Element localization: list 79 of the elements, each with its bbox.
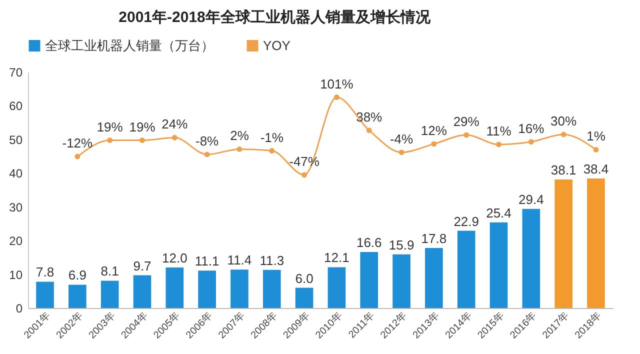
data-label: 12%: [420, 122, 448, 138]
point: [398, 150, 404, 156]
data-label: 19%: [129, 119, 156, 134]
bar: [490, 222, 508, 308]
data-label: 24%: [162, 116, 188, 132]
bar: [166, 268, 184, 308]
point: [464, 132, 470, 138]
y-tick-label: 30: [9, 200, 23, 214]
point: [140, 138, 145, 144]
data-label: 29%: [453, 114, 480, 130]
y-tick-label: 70: [9, 66, 23, 80]
data-label: 8.1: [100, 264, 119, 279]
y-tick-label: 40: [9, 166, 23, 181]
bar: [328, 267, 346, 308]
data-label: -8%: [196, 133, 220, 148]
bar: [295, 288, 314, 308]
data-label: 16%: [518, 120, 545, 136]
data-label: 11%: [486, 123, 512, 138]
bar: [392, 254, 410, 308]
point: [431, 141, 437, 147]
data-label: 12.0: [162, 250, 188, 266]
data-label: 19%: [96, 119, 124, 134]
point: [172, 134, 178, 140]
bar: [262, 270, 281, 308]
bar: [522, 208, 540, 308]
data-label: 25.4: [486, 205, 512, 220]
bar: [100, 280, 119, 308]
y-tick-label: 50: [9, 132, 23, 147]
bar: [68, 284, 86, 308]
data-label: 11.3: [260, 252, 284, 268]
data-label: 101%: [320, 76, 354, 92]
y-tick-label: 0: [16, 302, 23, 316]
data-label: 11.1: [194, 254, 220, 269]
data-label: 30%: [550, 114, 578, 128]
data-label: 1%: [586, 128, 606, 144]
data-label: -4%: [390, 131, 414, 146]
legend-label: YOY: [263, 38, 291, 53]
data-label: 16.6: [356, 235, 382, 250]
data-label: 22.9: [454, 214, 479, 229]
chart-title: 2001年-2018年全球工业机器人销量及增长情况: [118, 9, 432, 26]
point: [560, 132, 566, 138]
point: [334, 94, 340, 100]
bar: [587, 178, 605, 308]
data-label: 15.9: [388, 237, 414, 252]
bar: [36, 282, 54, 308]
data-label: 38.1: [550, 162, 576, 178]
bar: [230, 270, 248, 308]
y-tick-label: 10: [9, 268, 23, 282]
data-label: 2%: [230, 128, 250, 144]
bar: [198, 270, 216, 308]
bar: [457, 230, 476, 308]
data-label: 9.7: [133, 258, 152, 274]
legend-label: 全球工业机器人销量（万台）: [45, 38, 214, 53]
data-label: -12%: [62, 136, 94, 151]
bar: [425, 248, 443, 308]
data-label: 6.0: [295, 270, 314, 286]
point: [528, 139, 534, 145]
bar: [554, 180, 572, 308]
data-label: 12.1: [324, 250, 350, 266]
point: [302, 172, 308, 178]
point: [107, 138, 113, 144]
point: [496, 142, 502, 148]
bar: [133, 275, 152, 308]
point: [269, 148, 275, 154]
data-label: 11.4: [227, 252, 252, 268]
data-label: 29.4: [518, 192, 544, 207]
data-label: 7.8: [36, 264, 54, 280]
point: [74, 154, 80, 160]
y-tick-label: 20: [9, 234, 23, 248]
data-label: -1%: [260, 130, 284, 145]
point: [366, 128, 372, 134]
bar: [360, 252, 378, 308]
data-label: 17.8: [421, 230, 447, 246]
point: [593, 146, 599, 152]
y-tick-label: 60: [9, 99, 23, 114]
data-label: 6.9: [68, 268, 86, 283]
point: [204, 152, 210, 158]
data-label: 38.4: [583, 162, 609, 177]
point: [236, 146, 242, 152]
